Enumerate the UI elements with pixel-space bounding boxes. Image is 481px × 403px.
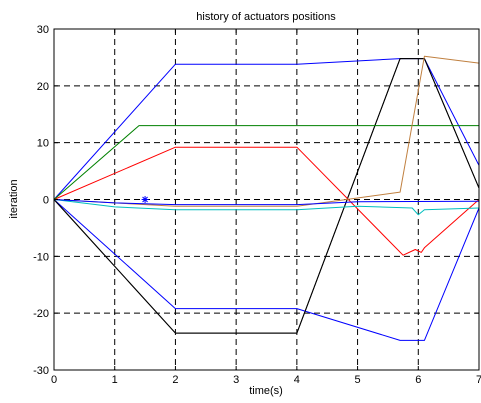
y-tick-label: 20 [37, 81, 49, 93]
ticks: 0 1 2 3 4 5 6 7 -30 -20 -10 0 10 20 30 [33, 24, 481, 386]
x-tick-label: 7 [476, 374, 481, 386]
y-tick-label: 0 [43, 195, 49, 207]
series-line-8 [53, 199, 480, 216]
x-tick-label: 3 [233, 374, 239, 386]
x-tick-label: 2 [172, 374, 178, 386]
x-axis-label: time(s) [249, 385, 283, 397]
star-marker [141, 196, 149, 203]
marker-group [141, 196, 149, 203]
series-line-7 [53, 55, 480, 207]
y-tick-label: -10 [33, 251, 49, 263]
y-tick-label: 10 [37, 138, 49, 150]
y-tick-label: -30 [33, 365, 49, 377]
series-group [53, 55, 480, 341]
y-axis-label: iteration [8, 179, 20, 218]
series-line-3 [53, 199, 480, 341]
series-line-1 [53, 58, 480, 200]
x-tick-label: 6 [415, 374, 421, 386]
grid [54, 29, 479, 370]
x-tick-label: 4 [294, 374, 300, 386]
series-line-9 [53, 199, 480, 206]
series-line-4 [53, 58, 480, 334]
series-line-6 [53, 125, 479, 200]
y-tick-label: -20 [33, 308, 49, 320]
x-tick-label: 1 [112, 374, 118, 386]
x-tick-label: 0 [51, 374, 57, 386]
y-tick-label: 30 [37, 24, 49, 36]
chart-title: history of actuators positions [196, 11, 336, 23]
series-line-5 [53, 146, 480, 256]
x-tick-label: 5 [355, 374, 361, 386]
